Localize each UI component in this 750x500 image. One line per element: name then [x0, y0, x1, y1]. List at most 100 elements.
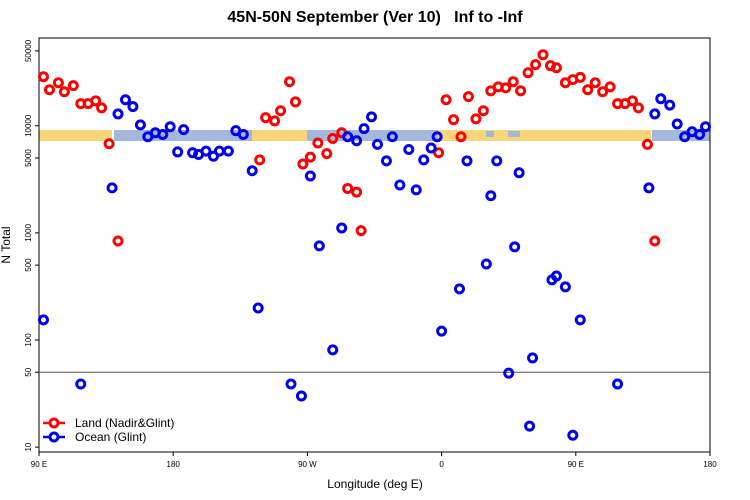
data-point: [643, 182, 655, 194]
data-point: [433, 147, 445, 159]
data-point: [284, 76, 296, 88]
y-tick-label: 10: [24, 442, 33, 451]
data-point: [530, 59, 542, 71]
legend-label: Ocean (Glint): [75, 430, 146, 444]
data-point: [237, 128, 249, 140]
data-point: [313, 240, 325, 252]
surface-strip: [39, 130, 710, 141]
data-point: [327, 133, 339, 145]
y-axis-label: N Total: [0, 226, 13, 263]
data-point: [75, 378, 87, 390]
data-point: [431, 131, 443, 143]
data-point: [664, 99, 676, 111]
data-point: [358, 123, 370, 135]
data-point: [351, 186, 363, 198]
land-strip: [252, 130, 307, 141]
data-point: [649, 108, 661, 120]
data-point: [559, 281, 571, 293]
data-point: [342, 131, 354, 143]
data-point: [380, 155, 392, 167]
data-point: [455, 131, 467, 143]
data-point: [394, 179, 406, 191]
ocean-strip: [486, 131, 494, 137]
data-point: [453, 283, 465, 295]
data-point: [112, 235, 124, 247]
data-point: [655, 93, 667, 105]
data-point: [515, 85, 527, 97]
data-point: [312, 137, 324, 149]
data-point: [386, 131, 398, 143]
y-tick-label: 1000: [24, 223, 33, 241]
data-point: [67, 80, 79, 92]
data-point: [500, 82, 512, 94]
data-point: [351, 135, 363, 147]
chart-title: 45N-50N September (Ver 10) Inf to -Inf: [227, 9, 523, 26]
data-point: [418, 154, 430, 166]
data-point: [134, 119, 146, 131]
data-point: [597, 86, 609, 98]
data-point: [178, 124, 190, 136]
data-point: [679, 131, 691, 143]
data-point: [200, 145, 212, 157]
ocean-strip: [307, 130, 438, 141]
data-point: [550, 270, 562, 282]
data-point: [462, 91, 474, 103]
data-point: [297, 158, 309, 170]
data-point: [604, 81, 616, 93]
data-point: [522, 67, 534, 79]
data-point: [582, 84, 594, 96]
data-point: [52, 77, 64, 89]
data-point: [513, 167, 525, 179]
y-tick-label: 50000: [24, 39, 33, 62]
data-point: [626, 95, 638, 107]
data-point: [37, 71, 49, 83]
ocean-strip: [508, 131, 520, 137]
data-point: [246, 165, 258, 177]
data-point: [671, 118, 683, 130]
data-point: [485, 190, 497, 202]
y-tick-label: 50: [24, 367, 33, 376]
land-strip: [438, 130, 651, 141]
x-axis-label: Longitude (deg E): [327, 477, 422, 491]
data-point: [527, 352, 539, 364]
land-strip: [39, 130, 112, 141]
ocean-strip: [114, 130, 252, 141]
data-point: [503, 367, 515, 379]
data-point: [112, 108, 124, 120]
y-tick-label: 10000: [24, 114, 33, 137]
data-point: [157, 128, 169, 140]
data-point: [470, 113, 482, 125]
data-point: [403, 144, 415, 156]
data-point: [649, 235, 661, 247]
data-point: [327, 344, 339, 356]
data-point: [366, 111, 378, 123]
data-point: [304, 151, 316, 163]
legend-marker: [48, 417, 60, 429]
x-tick-label: 90 E: [31, 460, 47, 469]
data-point: [304, 170, 316, 182]
data-point: [612, 378, 624, 390]
data-point: [507, 76, 519, 88]
data-point: [43, 84, 55, 96]
data-point: [700, 121, 712, 133]
data-point: [103, 138, 115, 150]
data-point: [289, 96, 301, 108]
data-point: [641, 138, 653, 150]
plot-frame: [38, 37, 711, 453]
x-tick-label: 180: [167, 460, 181, 469]
data-point: [58, 86, 70, 98]
data-point: [550, 62, 562, 74]
data-point: [574, 314, 586, 326]
y-tick-label: 500: [24, 258, 33, 272]
x-tick-label: 90 E: [568, 460, 584, 469]
data-point: [491, 155, 503, 167]
data-point: [425, 142, 437, 154]
y-tick-label: 5000: [24, 149, 33, 167]
data-point: [90, 95, 102, 107]
data-point: [260, 112, 272, 124]
data-point: [164, 121, 176, 133]
data-point: [106, 182, 118, 194]
data-point: [254, 154, 266, 166]
data-point: [37, 314, 49, 326]
